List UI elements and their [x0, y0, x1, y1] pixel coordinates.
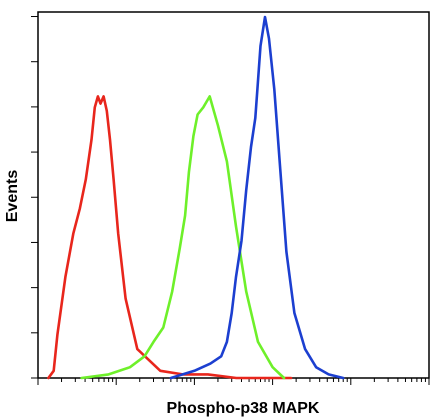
- series-layer: [47, 15, 345, 380]
- series-green-line: [80, 95, 286, 380]
- plot-frame: [37, 11, 430, 379]
- series-red-line: [47, 95, 293, 380]
- y-axis-title: Events: [4, 170, 21, 223]
- x-axis-title: Phospho-p38 MAPK: [167, 400, 320, 417]
- x-axis-ticks: [37, 378, 430, 385]
- series-blue-line: [169, 15, 345, 380]
- y-axis-ticks: [31, 16, 38, 379]
